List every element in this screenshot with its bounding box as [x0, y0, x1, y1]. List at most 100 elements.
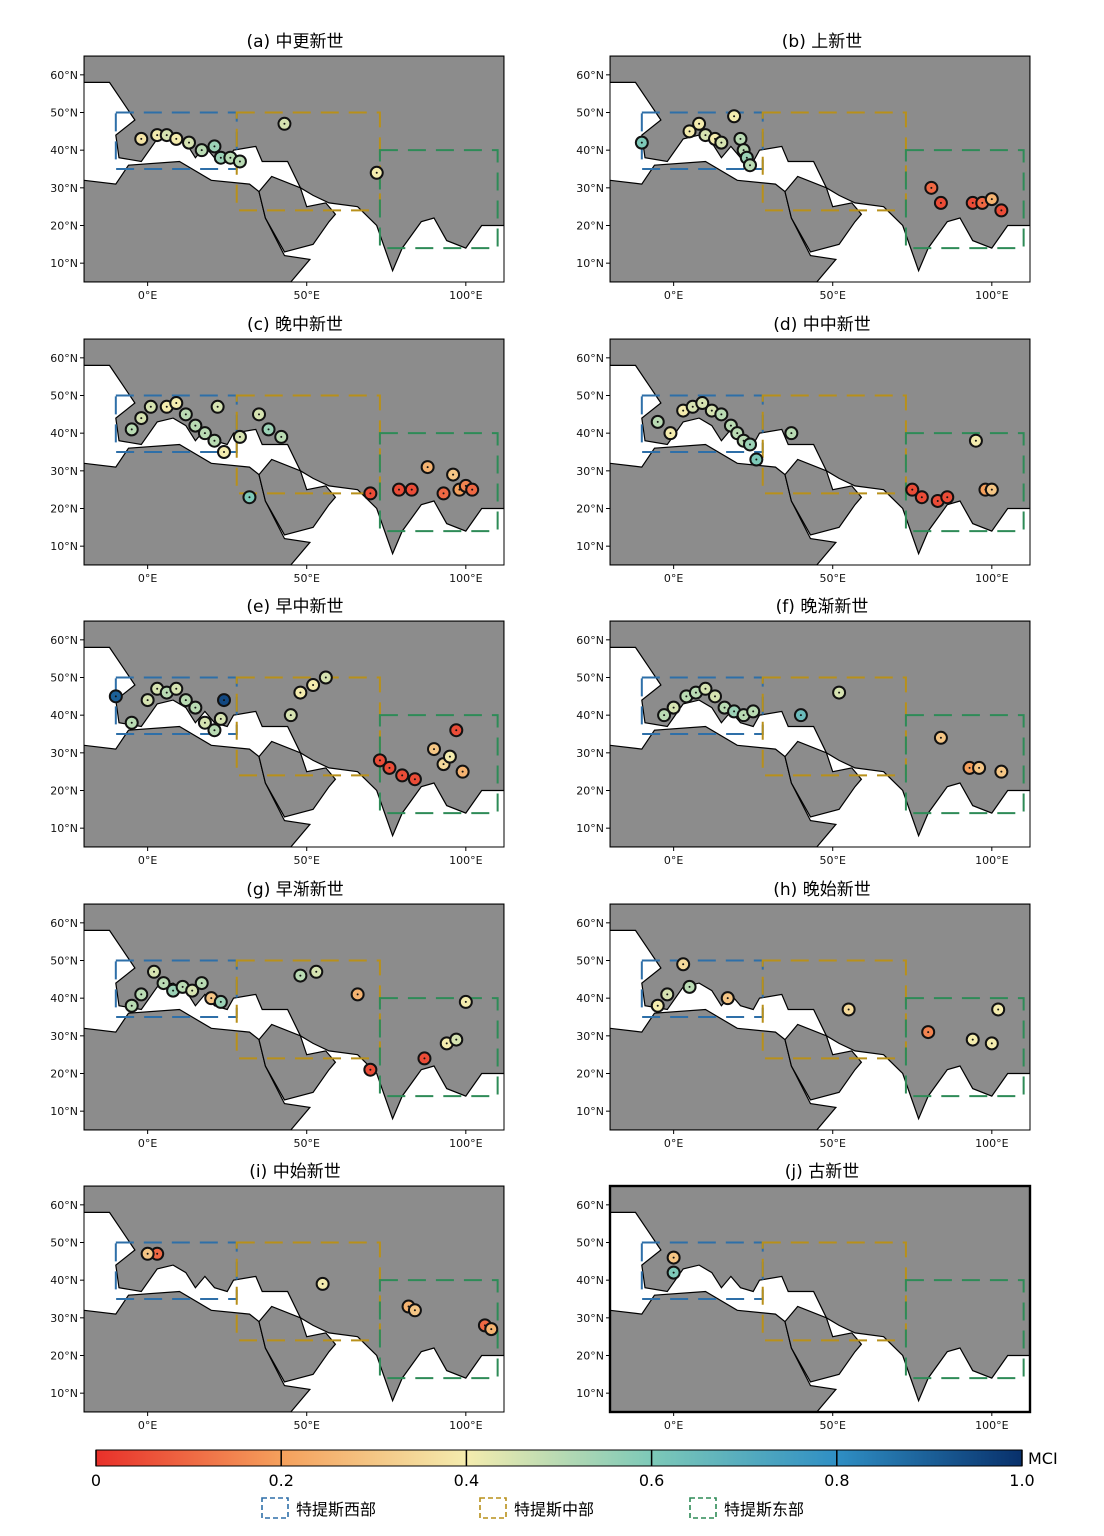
- map-panel-f: 60°N 50°N 40°N 30°N 20°N 10°N 0°E 50°E 100°E: [576, 620, 1031, 867]
- fossil-site-center: [971, 201, 974, 204]
- legend-label-east: 特提斯东部: [724, 1500, 804, 1519]
- fossil-site-center: [200, 149, 203, 152]
- fossil-site-center: [289, 714, 292, 717]
- fossil-site-center: [213, 145, 216, 148]
- lat-tick-label: 20°N: [50, 220, 78, 233]
- lat-tick-label: 30°N: [50, 1312, 78, 1325]
- lat-tick-label: 10°N: [50, 540, 78, 553]
- fossil-site-center: [723, 706, 726, 709]
- fossil-site-center: [749, 164, 751, 167]
- fossil-site-center: [223, 451, 225, 453]
- lon-tick-label: 100°E: [975, 1137, 1008, 1150]
- region-box: [235, 394, 381, 495]
- fossil-site-center: [165, 691, 168, 694]
- fossil-site-center: [219, 1000, 222, 1003]
- fossil-site-center: [130, 721, 133, 724]
- fossil-site-center: [971, 1038, 974, 1041]
- fossil-site-center: [267, 428, 270, 431]
- lon-tick-label: 0°E: [138, 572, 157, 585]
- fossil-site-center: [200, 982, 203, 985]
- lat-tick-label: 30°N: [576, 1030, 604, 1043]
- lat-tick-label: 20°N: [576, 1350, 604, 1363]
- lat-tick-label: 10°N: [576, 1105, 604, 1118]
- fossil-site-center: [203, 721, 206, 724]
- fossil-site-center: [146, 699, 149, 702]
- lat-tick-label: 10°N: [576, 1387, 604, 1400]
- fossil-site-center: [410, 488, 413, 491]
- map-panel-e: 60°N 50°N 40°N 30°N 20°N 10°N 0°E 50°E 100°E: [50, 620, 505, 867]
- fossil-site-center: [140, 993, 143, 996]
- fossil-site-center: [736, 432, 739, 435]
- lat-tick-label: 50°N: [50, 672, 78, 685]
- lat-tick-label: 50°N: [576, 955, 604, 968]
- region-box: [378, 714, 499, 815]
- region-box: [235, 959, 381, 1060]
- colorbar-gradient: [95, 1449, 1023, 1467]
- land-mass: [258, 1023, 337, 1101]
- fossil-site-center: [413, 778, 416, 781]
- fossil-site-center: [471, 488, 474, 491]
- fossil-site-center: [299, 974, 302, 977]
- lon-tick-label: 100°E: [449, 1137, 482, 1150]
- lat-tick-label: 40°N: [50, 709, 78, 722]
- colorbar-tick-label: 0.4: [454, 1471, 479, 1490]
- panel-frame: [609, 55, 1031, 283]
- map-panel-a: 60°N 50°N 40°N 30°N 20°N 10°N 0°E 50°E 100°E: [50, 55, 505, 302]
- lat-tick-label: 40°N: [576, 1274, 604, 1287]
- lat-tick-label: 10°N: [50, 1387, 78, 1400]
- lat-tick-label: 60°N: [576, 634, 604, 647]
- lon-tick-label: 0°E: [664, 1137, 683, 1150]
- land-mass: [784, 458, 863, 536]
- colorbar-tick-label: 0.6: [639, 1471, 664, 1490]
- fossil-site-center: [936, 499, 939, 502]
- fossil-site-center: [742, 149, 745, 152]
- fossil-site-center: [452, 473, 455, 476]
- lat-tick-label: 20°N: [50, 785, 78, 798]
- region-box: [761, 676, 907, 777]
- colorbar-tick-label: 0: [91, 1471, 101, 1490]
- land-mass: [610, 1186, 1030, 1403]
- lat-tick-label: 30°N: [50, 465, 78, 478]
- fossil-site-center: [990, 1042, 993, 1045]
- lon-tick-label: 50°E: [294, 854, 320, 867]
- fossil-site-center: [324, 676, 327, 679]
- fossil-site-center: [184, 413, 187, 416]
- legend-label-central: 特提斯中部: [514, 1500, 594, 1519]
- lat-tick-label: 30°N: [576, 1312, 604, 1325]
- fossil-site-center: [146, 1252, 149, 1255]
- fossil-site-center: [672, 1271, 675, 1274]
- lat-tick-label: 60°N: [50, 634, 78, 647]
- fossil-site-center: [838, 691, 841, 694]
- fossil-site-center: [694, 691, 697, 694]
- lat-tick-label: 30°N: [576, 747, 604, 760]
- fossil-site-center: [238, 435, 241, 438]
- land-mass: [784, 740, 863, 818]
- lon-tick-label: 50°E: [294, 1419, 320, 1432]
- fossil-site-center: [672, 1256, 675, 1259]
- panel-frame: [609, 620, 1031, 848]
- lon-tick-label: 50°E: [820, 1419, 846, 1432]
- fossil-site-center: [990, 488, 993, 491]
- region-box: [378, 432, 499, 533]
- lat-tick-label: 30°N: [50, 747, 78, 760]
- colorbar-tick-label: 1.0: [1009, 1471, 1034, 1490]
- lon-tick-label: 100°E: [449, 854, 482, 867]
- lon-tick-label: 50°E: [820, 1137, 846, 1150]
- fossil-site-center: [688, 130, 691, 133]
- fossil-site-center: [682, 409, 685, 412]
- fossil-site-center: [701, 402, 704, 405]
- fossil-site-center: [398, 488, 400, 491]
- lon-tick-label: 100°E: [975, 289, 1008, 302]
- map-panel-c: 60°N 50°N 40°N 30°N 20°N 10°N 0°E 50°E 100°E: [50, 338, 505, 585]
- fossil-site-center: [149, 405, 152, 408]
- fossil-site-center: [939, 736, 942, 739]
- fossil-site-center: [321, 1282, 324, 1285]
- lat-tick-label: 60°N: [50, 1199, 78, 1212]
- fossil-site-center: [755, 458, 758, 461]
- region-box: [235, 676, 381, 777]
- lon-tick-label: 0°E: [138, 854, 157, 867]
- legend-swatch-west: [261, 1497, 289, 1519]
- colorbar-tick-label: 0.2: [268, 1471, 293, 1490]
- lon-tick-label: 100°E: [449, 572, 482, 585]
- fossil-site-center: [172, 989, 175, 992]
